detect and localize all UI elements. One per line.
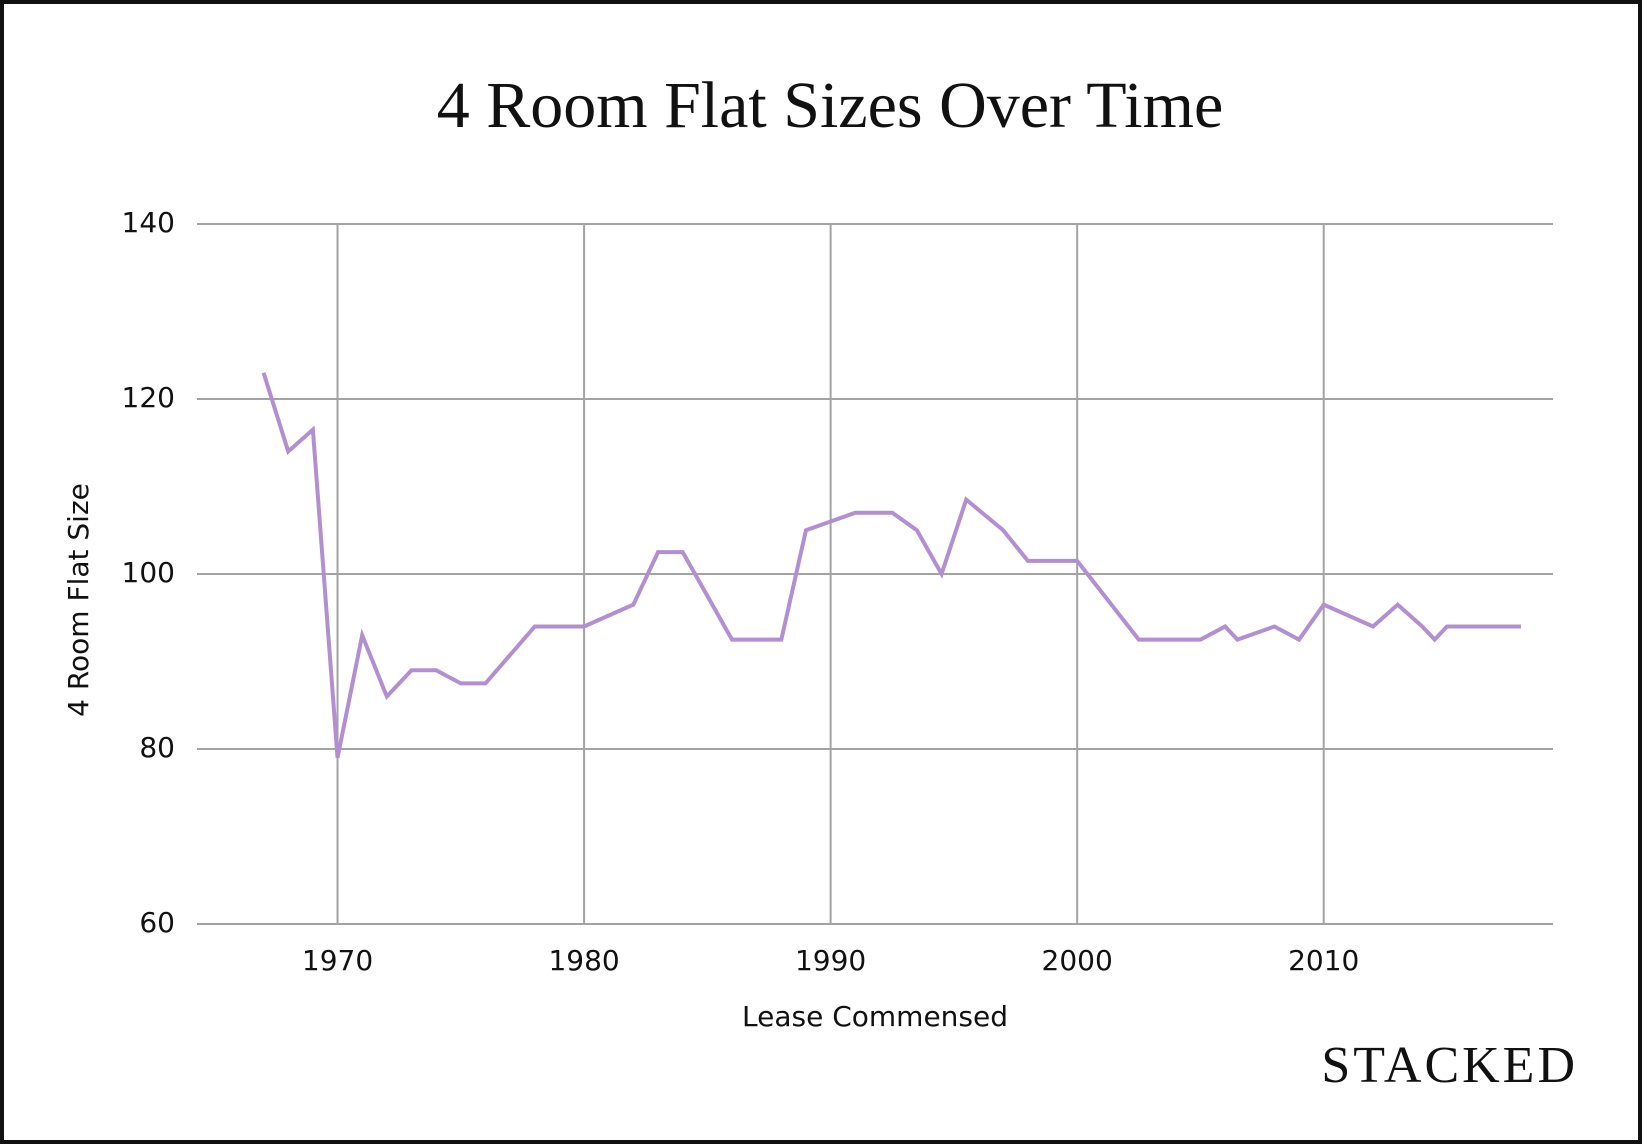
- y-tick-label: 100: [122, 556, 175, 589]
- x-tick-label: 1970: [302, 944, 373, 977]
- brand-logo: STACKED: [1321, 1037, 1578, 1094]
- x-tick-label: 2010: [1288, 944, 1359, 977]
- y-tick-label: 140: [122, 206, 175, 239]
- data-line: [261, 372, 1521, 759]
- x-tick-label: 1980: [548, 944, 619, 977]
- x-tick-label: 2000: [1042, 944, 1113, 977]
- y-tick-label: 80: [139, 731, 175, 764]
- y-axis-label: 4 Room Flat Size: [62, 483, 95, 717]
- x-axis-label: Lease Commensed: [742, 1000, 1008, 1033]
- x-tick-label: 1990: [795, 944, 866, 977]
- chart-title: 4 Room Flat Sizes Over Time: [437, 69, 1224, 142]
- y-tick-label: 60: [139, 906, 175, 939]
- y-tick-label: 120: [122, 381, 175, 414]
